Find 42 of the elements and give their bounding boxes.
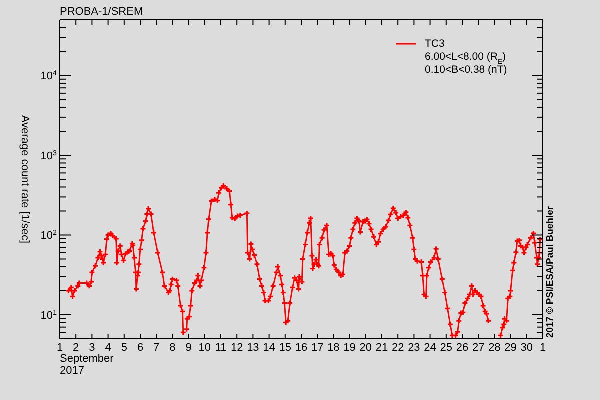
x-tick-label: 22	[392, 342, 404, 354]
x-tick-label: 23	[408, 342, 420, 354]
x-tick-label: 11	[215, 342, 227, 354]
x-tick-label: 26	[456, 342, 469, 354]
x-tick-label: 10	[198, 342, 212, 354]
x-tick-label: 16	[295, 342, 308, 354]
chart-title: PROBA-1/SREM	[60, 6, 144, 18]
x-tick-label: 27	[472, 342, 485, 354]
x-tick-label: 3	[89, 342, 96, 354]
x-tick-label: 18	[328, 342, 340, 354]
legend-label: TC3	[425, 38, 445, 50]
x-tick-label: 13	[247, 342, 260, 354]
y-tick-label: 10$^{2}$	[40, 229, 58, 242]
y-tick-label: 10$^{3}$	[40, 149, 58, 162]
y-tick-label: 10$^{1}$	[40, 308, 58, 322]
x-tick-label: 25	[440, 342, 453, 354]
x-tick-label: 12	[230, 342, 244, 354]
x-tick-label: 17	[311, 342, 324, 354]
x-tick-label: 24	[424, 342, 436, 354]
x-tick-label: 8	[170, 342, 176, 354]
x-tick-label: 29	[504, 342, 517, 354]
x-tick-label: 2	[73, 342, 80, 354]
x-axis-title: September 2017	[60, 353, 114, 377]
x-tick-label: 20	[360, 342, 372, 354]
y-tick-label: 10$^{4}$	[40, 70, 58, 83]
annotation: 0.10<B<0.38 (nT)	[425, 64, 508, 76]
x-tick-label: 30	[520, 342, 534, 354]
x-tick-label: 14	[263, 342, 276, 354]
annotation: 6.00<L<8.00 (R$_{E}$)	[425, 51, 506, 66]
x-tick-label: 21	[376, 342, 388, 354]
y-axis-title: Average count rate [1/sec]	[19, 115, 31, 244]
x-tick-label: 1	[540, 342, 546, 354]
x-tick-label: 28	[488, 342, 501, 354]
x-tick-label: 19	[344, 342, 356, 354]
x-tick-label: 1	[56, 342, 64, 354]
x-tick-label: 7	[154, 342, 160, 354]
x-tick-label: 6	[137, 342, 144, 354]
x-tick-label: 5	[121, 342, 128, 354]
text: 2017 © PSI/ESA/Paul Buehler	[545, 206, 556, 338]
x-tick-label: 15	[279, 342, 292, 354]
x-tick-label: 9	[186, 342, 192, 354]
x-tick-label: 4	[105, 342, 112, 354]
